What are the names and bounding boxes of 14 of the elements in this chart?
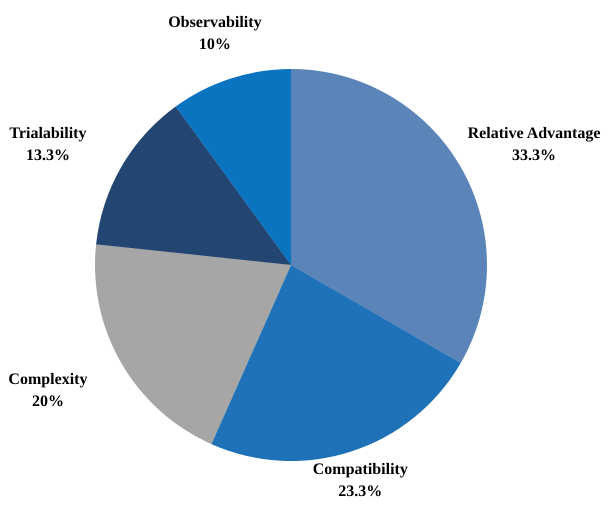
slice-label: Relative Advantage [468,125,600,142]
pie-slice [211,265,461,461]
data-label: 20% [32,393,64,410]
data-label: 10% [198,36,231,54]
data-label: 23.3% [338,483,382,500]
pie-slice [96,106,291,265]
data-label: 13.3% [26,147,70,164]
slice-label: Complexity [8,371,88,388]
pie-slice [176,69,291,265]
slice-label: Compatibility [312,461,408,478]
pie-slice [95,244,291,444]
slice-label: Trialability [9,125,86,142]
data-label: 33.3% [512,147,556,164]
slice-label: Observability [168,14,262,32]
